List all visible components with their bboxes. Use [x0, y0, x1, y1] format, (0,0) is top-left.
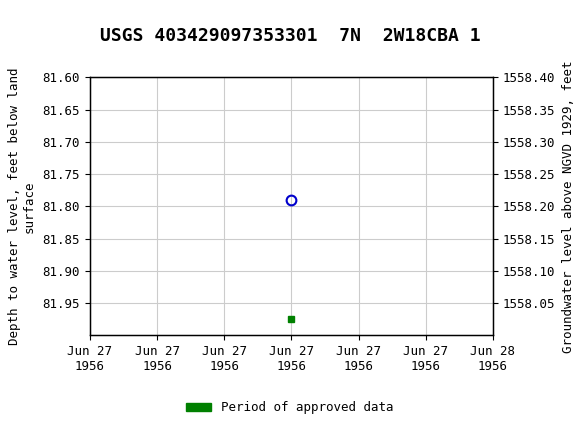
Text: ≡: ≡ [9, 12, 32, 40]
Y-axis label: Depth to water level, feet below land
surface: Depth to water level, feet below land su… [8, 68, 36, 345]
Legend: Period of approved data: Period of approved data [181, 396, 399, 419]
Text: USGS 403429097353301  7N  2W18CBA 1: USGS 403429097353301 7N 2W18CBA 1 [100, 27, 480, 45]
Y-axis label: Groundwater level above NGVD 1929, feet: Groundwater level above NGVD 1929, feet [562, 60, 575, 353]
Text: USGS: USGS [32, 16, 79, 35]
